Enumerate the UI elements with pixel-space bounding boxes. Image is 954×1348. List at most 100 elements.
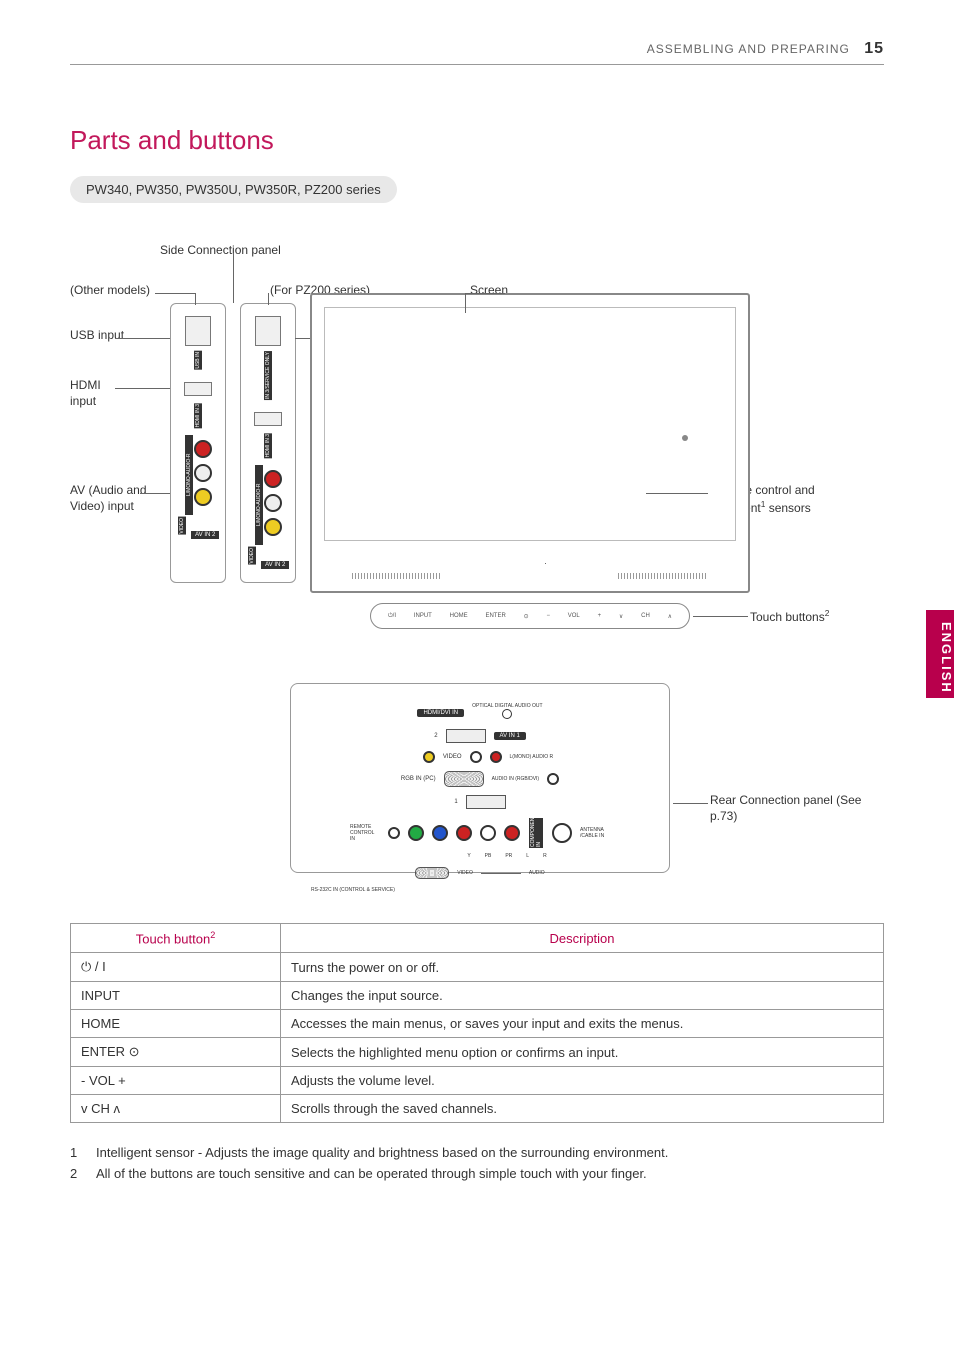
comp-r-label: R: [543, 853, 547, 859]
av1-video-label: VIDEO: [443, 754, 462, 760]
rgb-label: RGB IN (PC): [401, 776, 436, 782]
hdmi-port-icon: [184, 382, 212, 396]
footnotes: 1 Intelligent sensor - Adjusts the image…: [70, 1143, 884, 1185]
btn-cell: HOME: [71, 1010, 281, 1038]
desc-cell: Selects the highlighted menu option or c…: [281, 1038, 884, 1067]
leader-pz-v: [268, 293, 269, 305]
hdmi-dvi-tag: HDMI/DVI IN: [417, 709, 464, 717]
comp-r-icon: [504, 825, 520, 841]
desc-cell: Turns the power on or off.: [281, 953, 884, 982]
av1-video-icon: [423, 751, 435, 763]
table-row: ⏻ / ITurns the power on or off.: [71, 953, 884, 982]
table-body: ⏻ / ITurns the power on or off. INPUTCha…: [71, 953, 884, 1123]
comp-pr-label: PR: [505, 853, 512, 859]
leader-screen-h: [465, 293, 505, 294]
comp-l-label: L: [526, 853, 529, 859]
fn2-text: All of the buttons are touch sensitive a…: [96, 1164, 647, 1185]
lmono-label-l: L/MONO-AUDIO-R: [185, 435, 193, 515]
side-panel-pz200: IN 3/SERVICE ONLY HDMI IN 3 L/MONO-AUDIO…: [240, 303, 296, 583]
leader-rear: [673, 803, 708, 804]
rear-panel-label: Rear Connection panel (See p.73): [710, 793, 870, 824]
remote-ctrl-label: REMOTE CONTROL IN: [350, 824, 380, 842]
page-header: ASSEMBLING AND PREPARING 15: [70, 40, 884, 65]
desc-cell: Accesses the main menus, or saves your i…: [281, 1010, 884, 1038]
hdmi2-port-icon: [446, 729, 486, 743]
av-label: AV (Audio and Video) input: [70, 483, 150, 514]
touch-enter-icon: ⊙: [524, 613, 529, 620]
rca-red-icon: [194, 440, 212, 458]
service-port-icon: [255, 316, 281, 346]
antenna-label: ANTENNA /CABLE IN: [580, 827, 610, 839]
lmono-label-r: L/MONO-AUDIO-R: [255, 465, 263, 545]
comp-pb-icon: [432, 825, 448, 841]
table-row: HOMEAccesses the main menus, or saves yo…: [71, 1010, 884, 1038]
series-pill: PW340, PW350, PW350U, PW350R, PZ200 seri…: [70, 176, 397, 203]
touch-vol-plus: +: [598, 613, 602, 619]
av1-audio-label: L(MONO) AUDIO R: [510, 754, 554, 760]
avin1-tag: AV IN 1: [494, 732, 526, 740]
remote-ctrl-port-icon: [388, 827, 400, 839]
leader-remote: [646, 493, 708, 494]
fn1-num: 1: [70, 1143, 84, 1164]
leader-usb: [115, 338, 170, 339]
comp-y-label: Y: [467, 853, 470, 859]
audio-in-label: AUDIO IN (RGB/DVI): [492, 776, 540, 782]
footnote-1: 1 Intelligent sensor - Adjusts the image…: [70, 1143, 884, 1164]
leader-touch: [693, 616, 748, 617]
antenna-port-icon: [552, 823, 572, 843]
leader-av: [140, 493, 170, 494]
video2-label: VIDEO: [457, 870, 473, 876]
hdmi3-label: HDMI IN 3: [194, 403, 202, 428]
touch-vol-minus: −: [546, 613, 550, 619]
usb-port-icon: [185, 316, 211, 346]
component-label: COMPONENT IN: [529, 818, 543, 848]
speaker-left: [352, 573, 442, 579]
video-label-r: VIDEO: [248, 547, 256, 565]
speaker-right: [618, 573, 708, 579]
tv-outline: [310, 293, 750, 593]
hdmi-port-icon-r: [254, 412, 282, 426]
hdmi3-label-r: HDMI IN 3: [264, 433, 272, 458]
hdmi-num-1: 1: [454, 799, 457, 805]
hdmi1-port-icon: [466, 795, 506, 809]
btn-cell: v CH ʌ: [71, 1095, 281, 1123]
touch-input: INPUT: [414, 613, 432, 619]
btn-cell: ⏻ / I: [71, 953, 281, 982]
rca-white-icon-r: [264, 494, 282, 512]
table-header-description: Description: [281, 924, 884, 953]
comp-pb-label: PB: [485, 853, 492, 859]
rs232c-label: RS-232C IN (CONTROL & SERVICE): [311, 887, 649, 893]
table-row: INPUTChanges the input source.: [71, 982, 884, 1010]
avin2-tag-left: AV IN 2: [191, 531, 219, 539]
btn-cell: ENTER ⊙: [71, 1038, 281, 1067]
language-tab: ENGLISH: [926, 610, 954, 698]
side-panel-other: USB IN HDMI IN 3 L/MONO-AUDIO-R VIDEO AV…: [170, 303, 226, 583]
comp-l-icon: [480, 825, 496, 841]
parts-diagram: Side Connection panel (Other models) (Fo…: [70, 243, 884, 883]
table-row: - VOL +Adjusts the volume level.: [71, 1067, 884, 1095]
audio2-label: AUDIO: [529, 870, 545, 876]
touch-ch-up: ∧: [668, 613, 672, 620]
leader-side-title: [233, 253, 234, 303]
touch-home: HOME: [450, 613, 468, 619]
table-row: ENTER ⊙Selects the highlighted menu opti…: [71, 1038, 884, 1067]
audio-in-port-icon: [547, 773, 559, 785]
fn1-text: Intelligent sensor - Adjusts the image q…: [96, 1143, 668, 1164]
btn-cell: INPUT: [71, 982, 281, 1010]
touch-ch: CH: [641, 613, 650, 619]
other-models-label: (Other models): [70, 283, 150, 299]
rca-white-icon: [194, 464, 212, 482]
touch-vol: VOL: [568, 613, 580, 619]
tv-screen: [324, 307, 736, 541]
hdmi-label: HDMI input: [70, 378, 130, 409]
desc-cell: Changes the input source.: [281, 982, 884, 1010]
leader-hdmi: [115, 388, 170, 389]
avin2-tag-right: AV IN 2: [261, 561, 289, 569]
desc-cell: Adjusts the volume level.: [281, 1067, 884, 1095]
optical-port-icon: [502, 709, 512, 719]
usb-label: USB input: [70, 328, 130, 344]
remote-tail: sensors: [765, 501, 810, 515]
touch-sup: 2: [825, 608, 830, 618]
touch-enter: ENTER: [485, 613, 505, 619]
page-number: 15: [864, 40, 884, 57]
